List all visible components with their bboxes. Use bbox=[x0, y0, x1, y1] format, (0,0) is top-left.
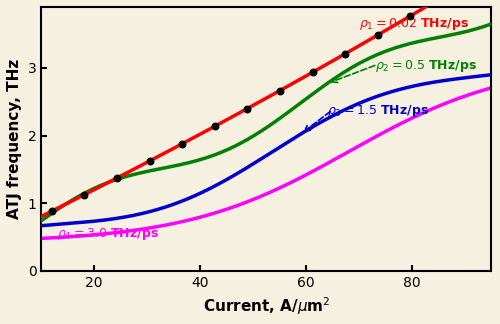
Point bbox=[244, 106, 252, 111]
X-axis label: Current, A/$\mu$m$^2$: Current, A/$\mu$m$^2$ bbox=[202, 295, 330, 317]
Point bbox=[178, 141, 186, 146]
Text: $\rho_4 = 3.0$ THz/ps: $\rho_4 = 3.0$ THz/ps bbox=[57, 226, 159, 242]
Point bbox=[113, 175, 121, 180]
Text: $\rho_3 = 1.5$ THz/ps: $\rho_3 = 1.5$ THz/ps bbox=[327, 103, 429, 119]
Text: $\rho_1 = 0.02$ THz/ps: $\rho_1 = 0.02$ THz/ps bbox=[359, 16, 469, 32]
Point bbox=[146, 158, 154, 164]
Point bbox=[308, 70, 316, 75]
Y-axis label: ATJ frequency, THz: ATJ frequency, THz bbox=[7, 59, 22, 219]
Point bbox=[406, 13, 414, 18]
Point bbox=[211, 124, 219, 129]
Text: $\rho_2 = 0.5$ THz/ps: $\rho_2 = 0.5$ THz/ps bbox=[375, 58, 477, 74]
Point bbox=[341, 51, 349, 56]
Point bbox=[276, 88, 284, 93]
Point bbox=[80, 192, 88, 197]
Point bbox=[374, 32, 382, 38]
Point bbox=[48, 209, 56, 214]
